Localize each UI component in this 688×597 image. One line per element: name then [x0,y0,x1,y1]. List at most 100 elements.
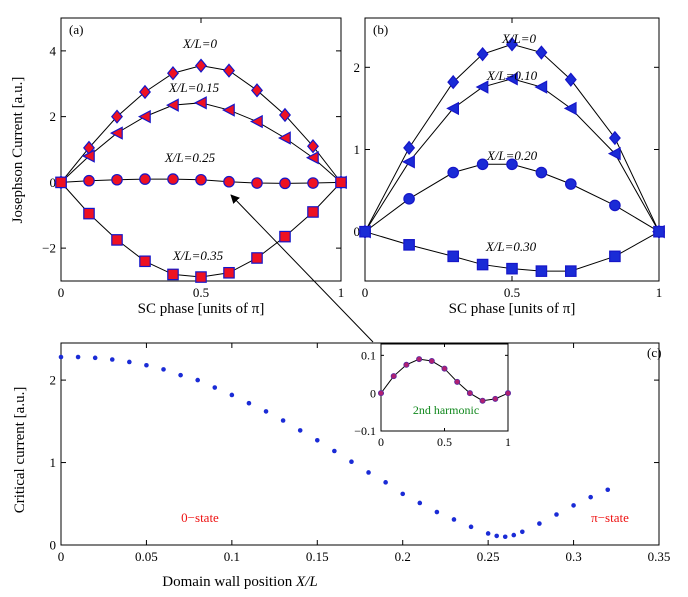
data-point [609,199,621,212]
data-point [383,480,388,485]
series-label: X/L=0 [182,36,218,51]
y-tick-label: −0.1 [354,424,376,438]
data-point [314,437,320,443]
data-point [588,494,593,500]
data-point [447,166,459,179]
data-point [167,66,179,81]
data-point [349,459,354,465]
series-label: X/L=0.25 [164,150,216,165]
y-tick-label: 0 [50,175,57,190]
panel-c-xlabel: Domain wall position X/L [162,574,317,590]
inset-arrow [230,194,374,343]
x-tick-label: 0.1 [224,549,240,564]
x-tick-label: 0 [378,435,384,449]
data-point [144,362,149,368]
data-point [607,146,621,161]
data-point [494,533,499,539]
data-point [520,529,525,535]
data-point [563,101,577,116]
data-point [279,107,291,123]
data-point [403,239,415,251]
data-point [277,131,291,145]
x-tick-label: 0.5 [504,285,520,300]
data-point [451,517,457,522]
data-point [137,109,151,124]
x-tick-label: 0.25 [477,549,500,564]
panel-c-ylabel: Critical current [a.u.] [12,387,28,514]
data-point [251,83,263,98]
data-point [468,524,474,530]
data-point [403,361,410,368]
data-point [454,378,461,385]
data-point [58,354,64,360]
data-point [251,252,263,264]
y-tick-label: −2 [42,241,56,256]
y-tick-label: 2 [354,60,361,75]
data-point [390,373,397,380]
y-tick-label: 0.1 [361,349,376,363]
y-tick-label: 0 [370,386,376,400]
data-point [167,268,179,281]
panel-c: 0 0.05 0.1 0.15 0.2 0.25 0.3 0.35 0 1 2 (c) Domain… [12,342,671,590]
data-point [564,72,577,87]
inset-title: 2nd harmonic [413,403,479,417]
data-point [403,193,415,205]
data-point [223,266,235,279]
data-point [504,390,511,397]
data-point [476,258,489,271]
data-point [279,177,291,190]
data-point [249,114,263,129]
data-point [447,74,460,90]
y-tick-label: 2 [50,109,57,124]
y-tick-label: 1 [50,455,57,470]
x-tick-label: 0.2 [395,549,411,564]
data-point [535,166,548,179]
data-point [564,178,577,190]
data-point [195,173,207,186]
data-point [366,470,371,475]
series-label: X/L=0.20 [486,148,538,163]
data-point [447,250,459,263]
data-point [246,400,252,406]
x-tick-label: 0 [58,285,65,300]
data-point [161,367,166,372]
data-point [92,355,98,361]
data-point [446,101,459,116]
data-point [504,72,518,86]
data-point [165,98,179,112]
data-point [221,103,235,117]
x-tick-label: 0.5 [437,435,452,449]
data-point [178,372,183,378]
data-point [279,230,291,243]
y-tick-label: 0 [354,224,361,239]
data-point [229,392,235,398]
data-point [534,80,548,94]
data-point [195,271,207,283]
panel-b-label: (b) [373,22,388,37]
x-tick-label: 0.35 [648,549,671,564]
data-point [307,139,319,154]
data-point [83,174,95,187]
panel-a-ylabel: Josephson Current [a.u.] [10,77,26,224]
panel-b: 0 0.5 1 0 1 2 X/L=0 X/L=0.10 X/L=0.20 X/L=0.30 (b… [354,17,665,317]
data-point [280,418,286,423]
series-label: X/L=0.30 [485,239,537,254]
data-point [377,390,384,397]
data-point [428,358,435,365]
series-line [60,102,342,183]
y-tick-label: 4 [50,43,57,58]
data-point [109,357,115,362]
data-point [571,503,576,508]
series-label: X/L=0.15 [168,80,220,95]
data-point [653,225,665,238]
data-point [75,354,81,360]
axes-frame [60,342,660,546]
panel-c-label: (c) [647,345,661,360]
series-label: X/L=0 [501,31,537,46]
x-tick-label: 0 [362,285,369,300]
data-point [564,265,577,277]
y-tick-label: 2 [50,373,57,388]
data-point [195,377,200,383]
data-point [307,177,319,189]
